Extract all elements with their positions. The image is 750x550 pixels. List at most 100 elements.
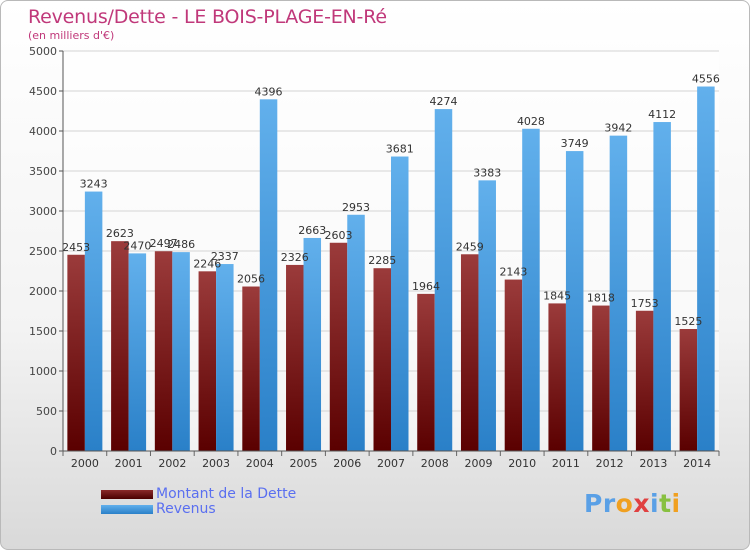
bar-dette xyxy=(242,286,260,451)
bar-dette xyxy=(592,305,610,451)
logo-letter: i xyxy=(671,489,681,518)
y-tick-label: 2000 xyxy=(29,285,57,298)
bar-revenus xyxy=(522,128,540,451)
data-label-dette: 1753 xyxy=(631,297,659,310)
bar-revenus xyxy=(347,214,365,451)
x-tick-label: 2011 xyxy=(552,457,580,470)
data-label-revenus: 3681 xyxy=(386,143,414,156)
data-label-dette: 2143 xyxy=(499,266,527,279)
proxiti-logo: Proxiti xyxy=(584,489,681,518)
bar-dette xyxy=(635,310,654,451)
data-label-revenus: 2337 xyxy=(211,250,239,263)
x-tick-label: 2008 xyxy=(421,457,449,470)
data-label-revenus: 4396 xyxy=(255,85,283,98)
y-tick-label: 3000 xyxy=(29,205,57,218)
data-label-dette: 2497 xyxy=(150,237,178,250)
data-label-revenus: 3942 xyxy=(604,122,632,135)
bar-revenus xyxy=(303,237,322,451)
data-label-dette: 2603 xyxy=(325,229,353,242)
bar-revenus xyxy=(478,180,496,452)
y-tick-label: 500 xyxy=(36,405,57,418)
y-tick-label: 4000 xyxy=(29,125,57,138)
bar-revenus xyxy=(434,109,453,451)
data-label-dette: 1964 xyxy=(412,280,440,293)
data-label-dette: 2246 xyxy=(193,257,221,270)
bar-dette xyxy=(329,242,348,451)
logo-letter: t xyxy=(659,489,672,518)
bar-revenus xyxy=(653,122,671,451)
data-label-revenus: 2953 xyxy=(342,201,370,214)
y-tick-label: 3500 xyxy=(29,165,57,178)
legend-label-dette: Montant de la Dette xyxy=(156,486,297,502)
x-tick-label: 2009 xyxy=(464,457,492,470)
bar-dette xyxy=(504,279,523,451)
bar-dette xyxy=(67,254,85,451)
data-label-dette: 1845 xyxy=(543,289,571,302)
y-tick-label: 1500 xyxy=(29,325,57,338)
legend-label-revenus: Revenus xyxy=(156,501,216,517)
bar-dette xyxy=(373,268,391,451)
bar-revenus xyxy=(259,99,278,451)
bar-revenus xyxy=(697,86,715,452)
bar-revenus xyxy=(391,156,409,451)
bar-revenus xyxy=(128,253,147,451)
x-tick-label: 2013 xyxy=(639,457,667,470)
x-tick-label: 2005 xyxy=(290,457,318,470)
bar-dette xyxy=(198,271,217,451)
data-label-revenus: 3383 xyxy=(473,166,501,179)
y-tick-label: 5000 xyxy=(29,45,57,58)
data-label-revenus: 4028 xyxy=(517,115,545,128)
x-tick-label: 2007 xyxy=(377,457,405,470)
legend-swatch-revenus xyxy=(101,505,153,514)
bar-dette xyxy=(286,264,304,451)
chart-subtitle: (en milliers d'€) xyxy=(28,29,115,42)
bar-dette xyxy=(460,254,479,451)
data-label-dette: 2056 xyxy=(237,273,265,286)
bar-dette xyxy=(679,329,698,451)
data-label-revenus: 3243 xyxy=(80,178,108,191)
y-tick-label: 0 xyxy=(50,445,57,458)
x-tick-label: 2014 xyxy=(683,457,711,470)
y-tick-label: 1000 xyxy=(29,365,57,378)
data-label-revenus: 4274 xyxy=(429,95,457,108)
logo-letter: x xyxy=(633,489,650,518)
x-tick-label: 2006 xyxy=(333,457,361,470)
x-tick-label: 2004 xyxy=(246,457,274,470)
bar-revenus xyxy=(216,264,234,451)
bar-dette xyxy=(417,293,435,451)
data-label-revenus: 2470 xyxy=(123,239,151,252)
x-tick-label: 2003 xyxy=(202,457,230,470)
data-label-revenus: 2663 xyxy=(298,224,326,237)
bar-dette xyxy=(154,251,173,451)
x-tick-label: 2010 xyxy=(508,457,536,470)
bar-dette xyxy=(111,241,129,451)
logo-letter: r xyxy=(602,489,616,518)
bar-revenus xyxy=(172,252,190,451)
data-label-dette: 1525 xyxy=(674,315,702,328)
logo-letter: P xyxy=(584,489,603,518)
y-tick-label: 4500 xyxy=(29,85,57,98)
bar-revenus xyxy=(609,135,628,451)
x-tick-label: 2000 xyxy=(71,457,99,470)
chart-title: Revenus/Dette - LE BOIS-PLAGE-EN-Ré xyxy=(28,6,387,28)
data-label-revenus: 2486 xyxy=(167,238,195,251)
data-label-dette: 1818 xyxy=(587,292,615,305)
data-label-dette: 2623 xyxy=(106,227,134,240)
data-label-revenus: 3749 xyxy=(561,137,589,150)
x-tick-label: 2012 xyxy=(596,457,624,470)
legend-swatch-dette xyxy=(101,490,153,499)
bar-revenus xyxy=(84,191,103,451)
data-label-dette: 2453 xyxy=(62,241,90,254)
bar-dette xyxy=(548,303,566,451)
logo-letter: o xyxy=(615,489,634,518)
data-label-dette: 2459 xyxy=(456,240,484,253)
data-label-revenus: 4556 xyxy=(692,73,720,86)
y-tick-label: 2500 xyxy=(29,245,57,258)
x-tick-label: 2001 xyxy=(115,457,143,470)
logo-letter: i xyxy=(650,489,660,518)
data-label-dette: 2326 xyxy=(281,251,309,264)
bar-revenus xyxy=(565,151,584,451)
x-tick-label: 2002 xyxy=(158,457,186,470)
